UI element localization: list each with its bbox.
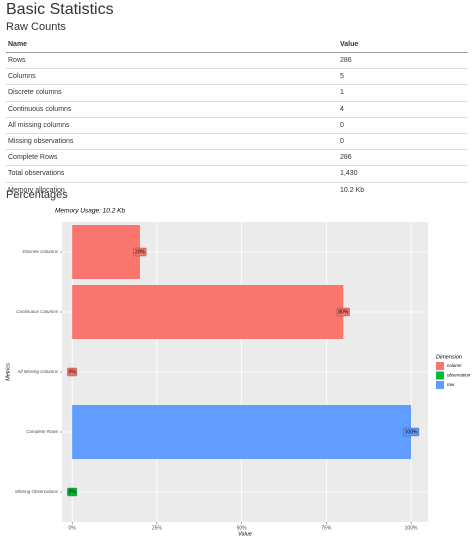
data-label: 20% (135, 249, 146, 255)
x-axis-label: Value (238, 531, 252, 537)
table-cell: 10.2 Kb (339, 181, 468, 198)
table-cell: Columns (6, 68, 339, 85)
chart: Memory Usage: 10.2 Kb 0% 25% 50% 75% 100% Dis… (5, 208, 471, 538)
y-tick-label: Missing Observations (15, 489, 59, 494)
table-cell: Discrete columns (6, 84, 339, 102)
legend-key (436, 381, 444, 389)
table-cell: 286 (339, 51, 468, 69)
table-cell: Continuous columns (6, 100, 339, 118)
table-row: Complete Rows 286 (6, 149, 468, 166)
table-cell: Complete Rows (6, 149, 339, 166)
y-tick-label: Complete Rows (26, 429, 59, 434)
column-header: Name (6, 37, 339, 53)
bar (72, 405, 412, 459)
legend-label: observation (447, 373, 471, 378)
legend-key (436, 371, 444, 380)
table-row: Total observations 1,430 (6, 165, 468, 182)
table-cell: 4 (339, 100, 468, 118)
data-label: 80% (338, 309, 349, 315)
stats-table: Name Value Rows 286 Columns 5 Discrete column… (6, 37, 468, 198)
table-row: Columns 5 (6, 68, 468, 85)
label-box (67, 367, 78, 377)
table-cell: All missing columns (6, 116, 339, 134)
x-tick-label: 25% (152, 525, 163, 531)
chart-title: Memory Usage: 10.2 Kb (55, 208, 125, 215)
table-cell: 0 (339, 132, 468, 150)
page-title: Basic Statistics (6, 1, 114, 18)
table-cell: 1,430 (339, 165, 468, 182)
data-label: 0% (69, 369, 77, 375)
table-row: Memory allocation 10.2 Kb (6, 181, 468, 198)
y-tick-label: Continuous Columns (16, 309, 59, 314)
label-box (403, 427, 420, 437)
table-cell: 1 (339, 84, 468, 102)
table-row: All missing columns 0 (6, 116, 468, 134)
table-cell: 5 (339, 68, 468, 85)
y-tick-label: Discrete Columns (22, 249, 58, 254)
data-label: 100% (405, 429, 418, 435)
legend-title: Dimension (436, 354, 462, 360)
table-cell: Rows (6, 51, 339, 69)
table-row: Continuous columns 4 (6, 100, 468, 118)
data-label: 0% (69, 489, 77, 495)
bar (72, 225, 140, 279)
column-header: Value (339, 37, 468, 53)
y-tick-label: All Missing Columns (16, 369, 58, 374)
x-tick-label: 50% (237, 525, 248, 531)
x-tick-label: 100% (405, 525, 418, 531)
section-title: Percentages (6, 189, 68, 201)
table-cell: 286 (339, 149, 468, 166)
bar (72, 285, 344, 339)
legend-label: row (447, 382, 455, 387)
legend-key (436, 362, 444, 370)
x-tick-label: 0% (69, 525, 77, 531)
section-title: Raw Counts (6, 21, 66, 33)
y-axis-label: Metrics (5, 363, 11, 381)
header-row: Name Value (6, 37, 468, 53)
x-tick-label: 75% (321, 525, 332, 531)
table-row: Discrete columns 1 (6, 84, 468, 102)
table-cell: Memory allocation (6, 181, 339, 198)
label-box (336, 307, 350, 317)
legend-label: column (447, 363, 462, 368)
label-box (133, 247, 147, 257)
table-cell: Total observations (6, 165, 339, 182)
table-cell: Missing observations (6, 132, 339, 150)
table-row: Missing observations 0 (6, 132, 468, 150)
label-box (67, 487, 78, 497)
table-row: Rows 286 (6, 51, 468, 69)
table-cell: 0 (339, 116, 468, 134)
